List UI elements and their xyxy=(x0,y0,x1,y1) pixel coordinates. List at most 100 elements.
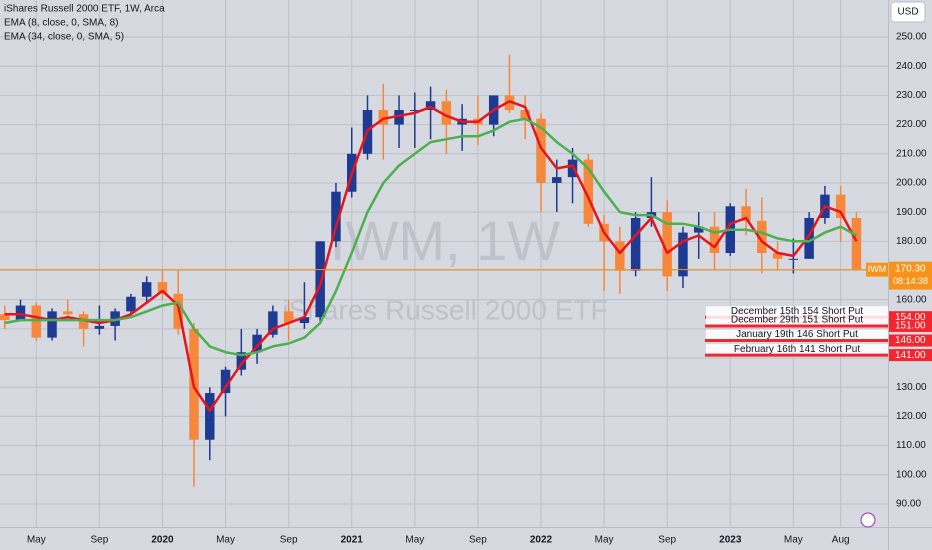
candle-body xyxy=(236,352,247,370)
candle-body xyxy=(157,282,168,294)
candle-body xyxy=(552,177,562,183)
y-tick-label: 130.00 xyxy=(896,382,927,393)
x-tick-label: Sep xyxy=(90,535,108,546)
logo[interactable] xyxy=(860,512,876,528)
symbol-tag-label: IWM xyxy=(868,264,887,274)
level-label-box xyxy=(706,329,888,340)
watermark-symbol: IWM, 1W xyxy=(330,209,560,272)
candle-body xyxy=(741,206,751,221)
y-tick-label: 100.00 xyxy=(896,469,927,480)
candle-body xyxy=(268,311,278,335)
candle-body xyxy=(851,217,862,270)
candle-body xyxy=(141,282,152,297)
candle-body xyxy=(709,226,720,253)
y-tick-label: 180.00 xyxy=(896,236,927,247)
candle-body xyxy=(0,314,10,321)
candle-body xyxy=(788,258,799,260)
candle-body xyxy=(205,393,215,440)
x-tick-label: 2022 xyxy=(530,535,553,546)
candle-body xyxy=(804,217,814,259)
candle-body xyxy=(331,191,341,242)
legend-entry: EMA (8, close, 0, SMA, 8) xyxy=(4,18,118,29)
candle-body xyxy=(693,226,704,233)
candle-body xyxy=(536,118,546,183)
y-tick-label: 90.00 xyxy=(896,499,921,510)
x-tick-label: May xyxy=(405,535,424,546)
level-label-box xyxy=(706,306,888,317)
y-tick-label: 210.00 xyxy=(896,148,927,159)
y-tick-label: 240.00 xyxy=(896,61,927,72)
level-tag-label: 146.00 xyxy=(895,335,926,346)
candle-body xyxy=(315,241,325,318)
ema-line xyxy=(4,117,858,357)
y-tick-label: 110.00 xyxy=(896,440,926,451)
candle-body xyxy=(772,252,783,259)
x-tick-label: May xyxy=(784,535,803,546)
candle-body xyxy=(220,369,231,394)
level-label: February 16th 141 Short Put xyxy=(734,344,860,355)
level-tag xyxy=(889,319,932,332)
currency-button[interactable] xyxy=(890,1,926,23)
candle-body xyxy=(441,101,452,125)
x-tick-label: May xyxy=(27,535,46,546)
price-tag xyxy=(889,261,932,290)
y-tick-label: 250.00 xyxy=(896,32,927,43)
candle-body xyxy=(94,325,105,329)
candle-body xyxy=(425,101,436,111)
candle-body xyxy=(299,317,310,324)
candle-body xyxy=(15,305,26,321)
candle-body xyxy=(47,311,57,338)
candle-body xyxy=(630,217,641,271)
y-tick-label: 120.00 xyxy=(896,411,927,422)
candle-body xyxy=(410,110,420,112)
level-tag xyxy=(889,349,932,362)
x-tick-label: 2021 xyxy=(341,535,364,546)
chart-title: iShares Russell 2000 ETF, 1W, Arca xyxy=(4,4,165,15)
candle-body xyxy=(110,311,120,326)
candle-body xyxy=(520,110,530,119)
level-tag-label: 151.00 xyxy=(895,321,926,332)
candle-body xyxy=(662,212,672,277)
y-tick-label: 220.00 xyxy=(896,119,927,130)
candle-body xyxy=(252,334,262,353)
candle-body xyxy=(378,110,389,125)
candle-body xyxy=(757,220,767,253)
level-tag-label: 154.00 xyxy=(895,312,926,323)
level-label: December 29th 151 Short Put xyxy=(731,315,864,326)
level-label: December 15th 154 Short Put xyxy=(731,306,864,317)
y-tick-label: 190.00 xyxy=(896,207,927,218)
watermark: IWM, 1W iShares Russell 2000 ETF xyxy=(282,209,607,326)
level-label-box xyxy=(706,314,888,325)
symbol-tag xyxy=(866,262,888,277)
y-tick-label: 200.00 xyxy=(896,178,927,189)
x-tick-label: Sep xyxy=(469,535,487,546)
level-label: January 19th 146 Short Put xyxy=(736,329,858,340)
candle-body xyxy=(678,232,688,277)
level-tag-label: 141.00 xyxy=(895,350,926,361)
x-tick-label: 2023 xyxy=(719,535,742,546)
candle-body xyxy=(394,110,404,125)
y-tick-label: 230.00 xyxy=(896,90,927,101)
candle-body xyxy=(126,296,136,312)
candle-body xyxy=(615,241,625,271)
x-tick-label: Sep xyxy=(280,535,298,546)
currency-label[interactable]: USD xyxy=(897,7,918,18)
candle-body xyxy=(31,305,42,338)
ema-line xyxy=(4,100,858,412)
y-tick-label: 160.00 xyxy=(896,294,927,305)
level-label-box xyxy=(706,344,888,355)
legend-entry: EMA (34, close, 0, SMA, 5) xyxy=(4,32,124,43)
candle-body xyxy=(78,314,89,329)
x-tick-label: Aug xyxy=(832,535,850,546)
candle-body xyxy=(583,159,594,224)
x-tick-label: May xyxy=(595,535,614,546)
x-tick-label: 2020 xyxy=(151,535,174,546)
price-tag-label: 170.30 xyxy=(895,263,926,274)
candle-body xyxy=(63,311,73,315)
countdown-label: 08:14:38 xyxy=(893,276,928,286)
candle-body xyxy=(283,311,294,324)
level-tag xyxy=(889,334,932,347)
x-tick-label: Sep xyxy=(658,535,676,546)
